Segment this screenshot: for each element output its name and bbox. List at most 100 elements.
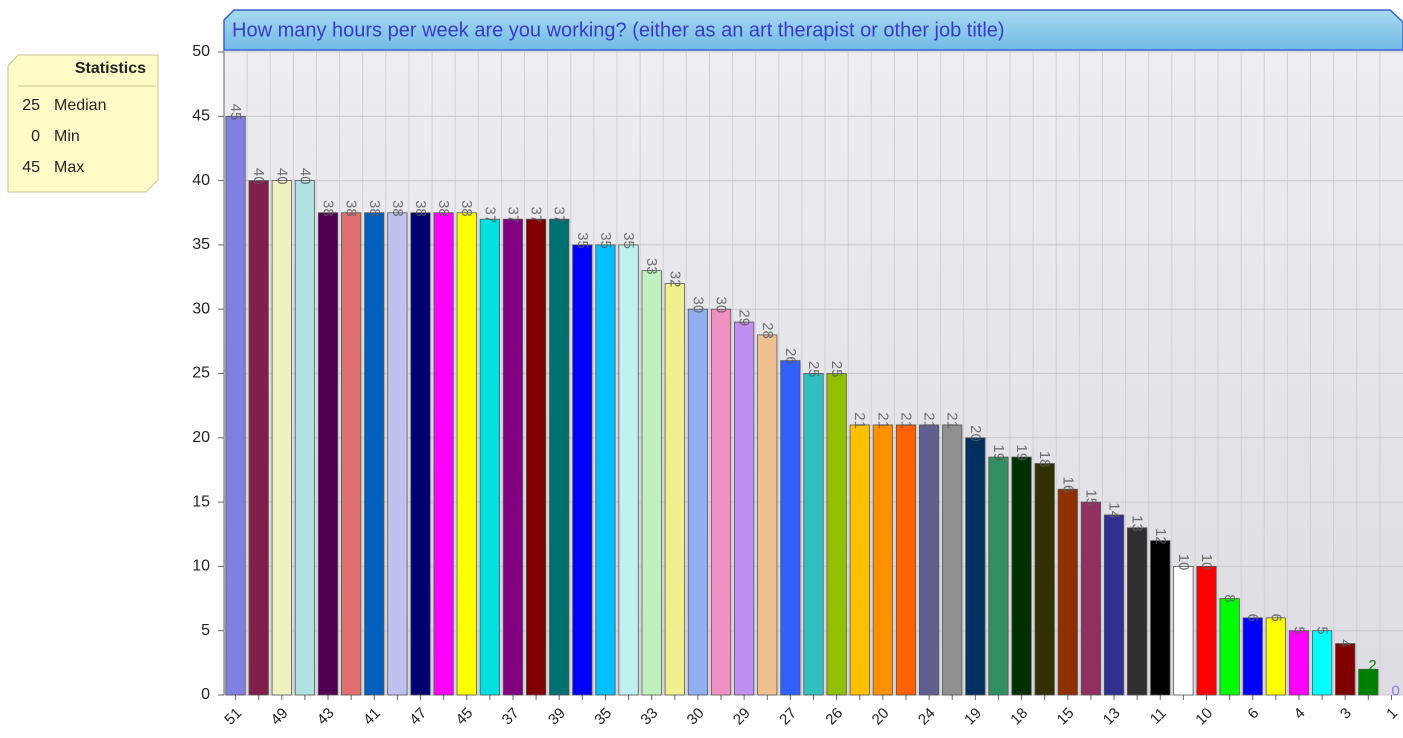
bar: [294, 180, 316, 696]
y-tick-label: 20: [192, 429, 210, 446]
y-tick-label: 45: [192, 108, 210, 125]
data-label: 20: [967, 425, 984, 442]
bar: [1011, 456, 1032, 696]
x-tick-label: 45: [453, 705, 477, 729]
data-label: 28: [759, 322, 776, 339]
data-label: 30: [689, 297, 706, 314]
data-label: 2: [1368, 657, 1376, 674]
data-label: 10: [1175, 554, 1192, 571]
data-label: 38: [320, 200, 337, 217]
x-tick-label: 37: [499, 705, 523, 729]
data-label: 26: [782, 348, 799, 365]
bar: [248, 180, 269, 696]
x-tick-label: 3: [1337, 705, 1355, 723]
bar: [1311, 630, 1333, 696]
data-label: 21: [874, 412, 891, 429]
x-tick-label: 13: [1100, 705, 1124, 729]
x-tick-label: 29: [730, 705, 754, 729]
bar: [780, 360, 801, 696]
data-label: 32: [666, 271, 683, 288]
x-tick-label: 43: [314, 705, 338, 729]
bar: [641, 270, 662, 696]
x-tick-label: 39: [545, 705, 569, 729]
bar: [734, 321, 755, 696]
statistic-value: 45: [22, 159, 40, 176]
bar: [1219, 598, 1240, 696]
data-label: 45: [227, 104, 244, 121]
x-tick-label: 51: [221, 705, 245, 729]
data-label: 37: [528, 206, 545, 223]
data-label: 0: [1391, 683, 1399, 700]
statistic-label: Median: [54, 97, 106, 114]
bar: [942, 424, 963, 696]
data-label: 14: [1106, 502, 1123, 519]
data-label: 19: [1013, 444, 1030, 461]
y-tick-label: 40: [192, 172, 210, 189]
bar: [918, 424, 940, 696]
data-label: 13: [1129, 515, 1146, 532]
bar: [387, 212, 408, 696]
bar: [549, 218, 570, 696]
data-label: 18: [1036, 451, 1053, 468]
x-tick-label: 19: [961, 705, 985, 729]
data-label: 38: [412, 200, 429, 217]
x-tick-label: 20: [869, 705, 893, 729]
data-label: 40: [250, 168, 267, 185]
data-label: 33: [643, 258, 660, 275]
data-label: 10: [1198, 554, 1215, 571]
data-label: 38: [366, 200, 383, 217]
x-tick-label: 47: [406, 705, 430, 729]
bar: [317, 212, 339, 696]
data-label: 37: [551, 206, 568, 223]
data-label: 15: [1082, 489, 1099, 506]
data-label: 16: [1059, 477, 1076, 494]
data-label: 5: [1314, 626, 1331, 634]
data-label: 19: [990, 444, 1007, 461]
y-tick-label: 50: [192, 43, 210, 60]
y-tick-label: 15: [192, 493, 210, 510]
x-tick-label: 30: [684, 705, 708, 729]
data-label: 35: [597, 232, 614, 249]
data-label: 29: [736, 309, 753, 326]
bar: [1103, 514, 1125, 696]
y-tick-label: 0: [201, 686, 210, 703]
bar: [1057, 488, 1078, 696]
bar: [710, 308, 732, 696]
data-label: 40: [273, 168, 290, 185]
data-label: 37: [481, 206, 498, 223]
bar: [1265, 617, 1286, 696]
data-label: 35: [574, 232, 591, 249]
bar: [1288, 630, 1310, 696]
bar: [618, 244, 639, 696]
bar: [872, 424, 893, 696]
statistics-title: Statistics: [75, 60, 146, 77]
data-label: 6: [1267, 613, 1284, 621]
bar: [341, 212, 362, 696]
x-tick-label: 11: [1147, 705, 1170, 728]
statistics-rows: 25 Median 0 Min 45 Max: [22, 97, 106, 176]
statistic-value: 25: [22, 97, 40, 114]
data-label: 25: [805, 361, 822, 378]
y-tick-label: 25: [192, 365, 210, 382]
bar: [965, 437, 986, 696]
bar: [433, 212, 454, 696]
bar: [479, 218, 500, 696]
bar: [225, 115, 246, 696]
bar: [572, 244, 593, 696]
data-label: 12: [1152, 528, 1169, 545]
bar: [456, 212, 477, 696]
x-tick-label: 18: [1007, 705, 1031, 729]
statistic-label: Min: [54, 128, 80, 145]
data-label: 37: [504, 206, 521, 223]
bar: [1196, 566, 1217, 696]
bar: [1080, 501, 1102, 696]
bar: [849, 424, 870, 696]
data-label: 8: [1221, 594, 1238, 602]
data-label: 4: [1337, 639, 1354, 647]
bar: [803, 373, 824, 696]
x-tick-label: 35: [591, 705, 615, 729]
bar: [1034, 463, 1055, 696]
bar: [895, 424, 917, 696]
bar: [664, 283, 685, 696]
